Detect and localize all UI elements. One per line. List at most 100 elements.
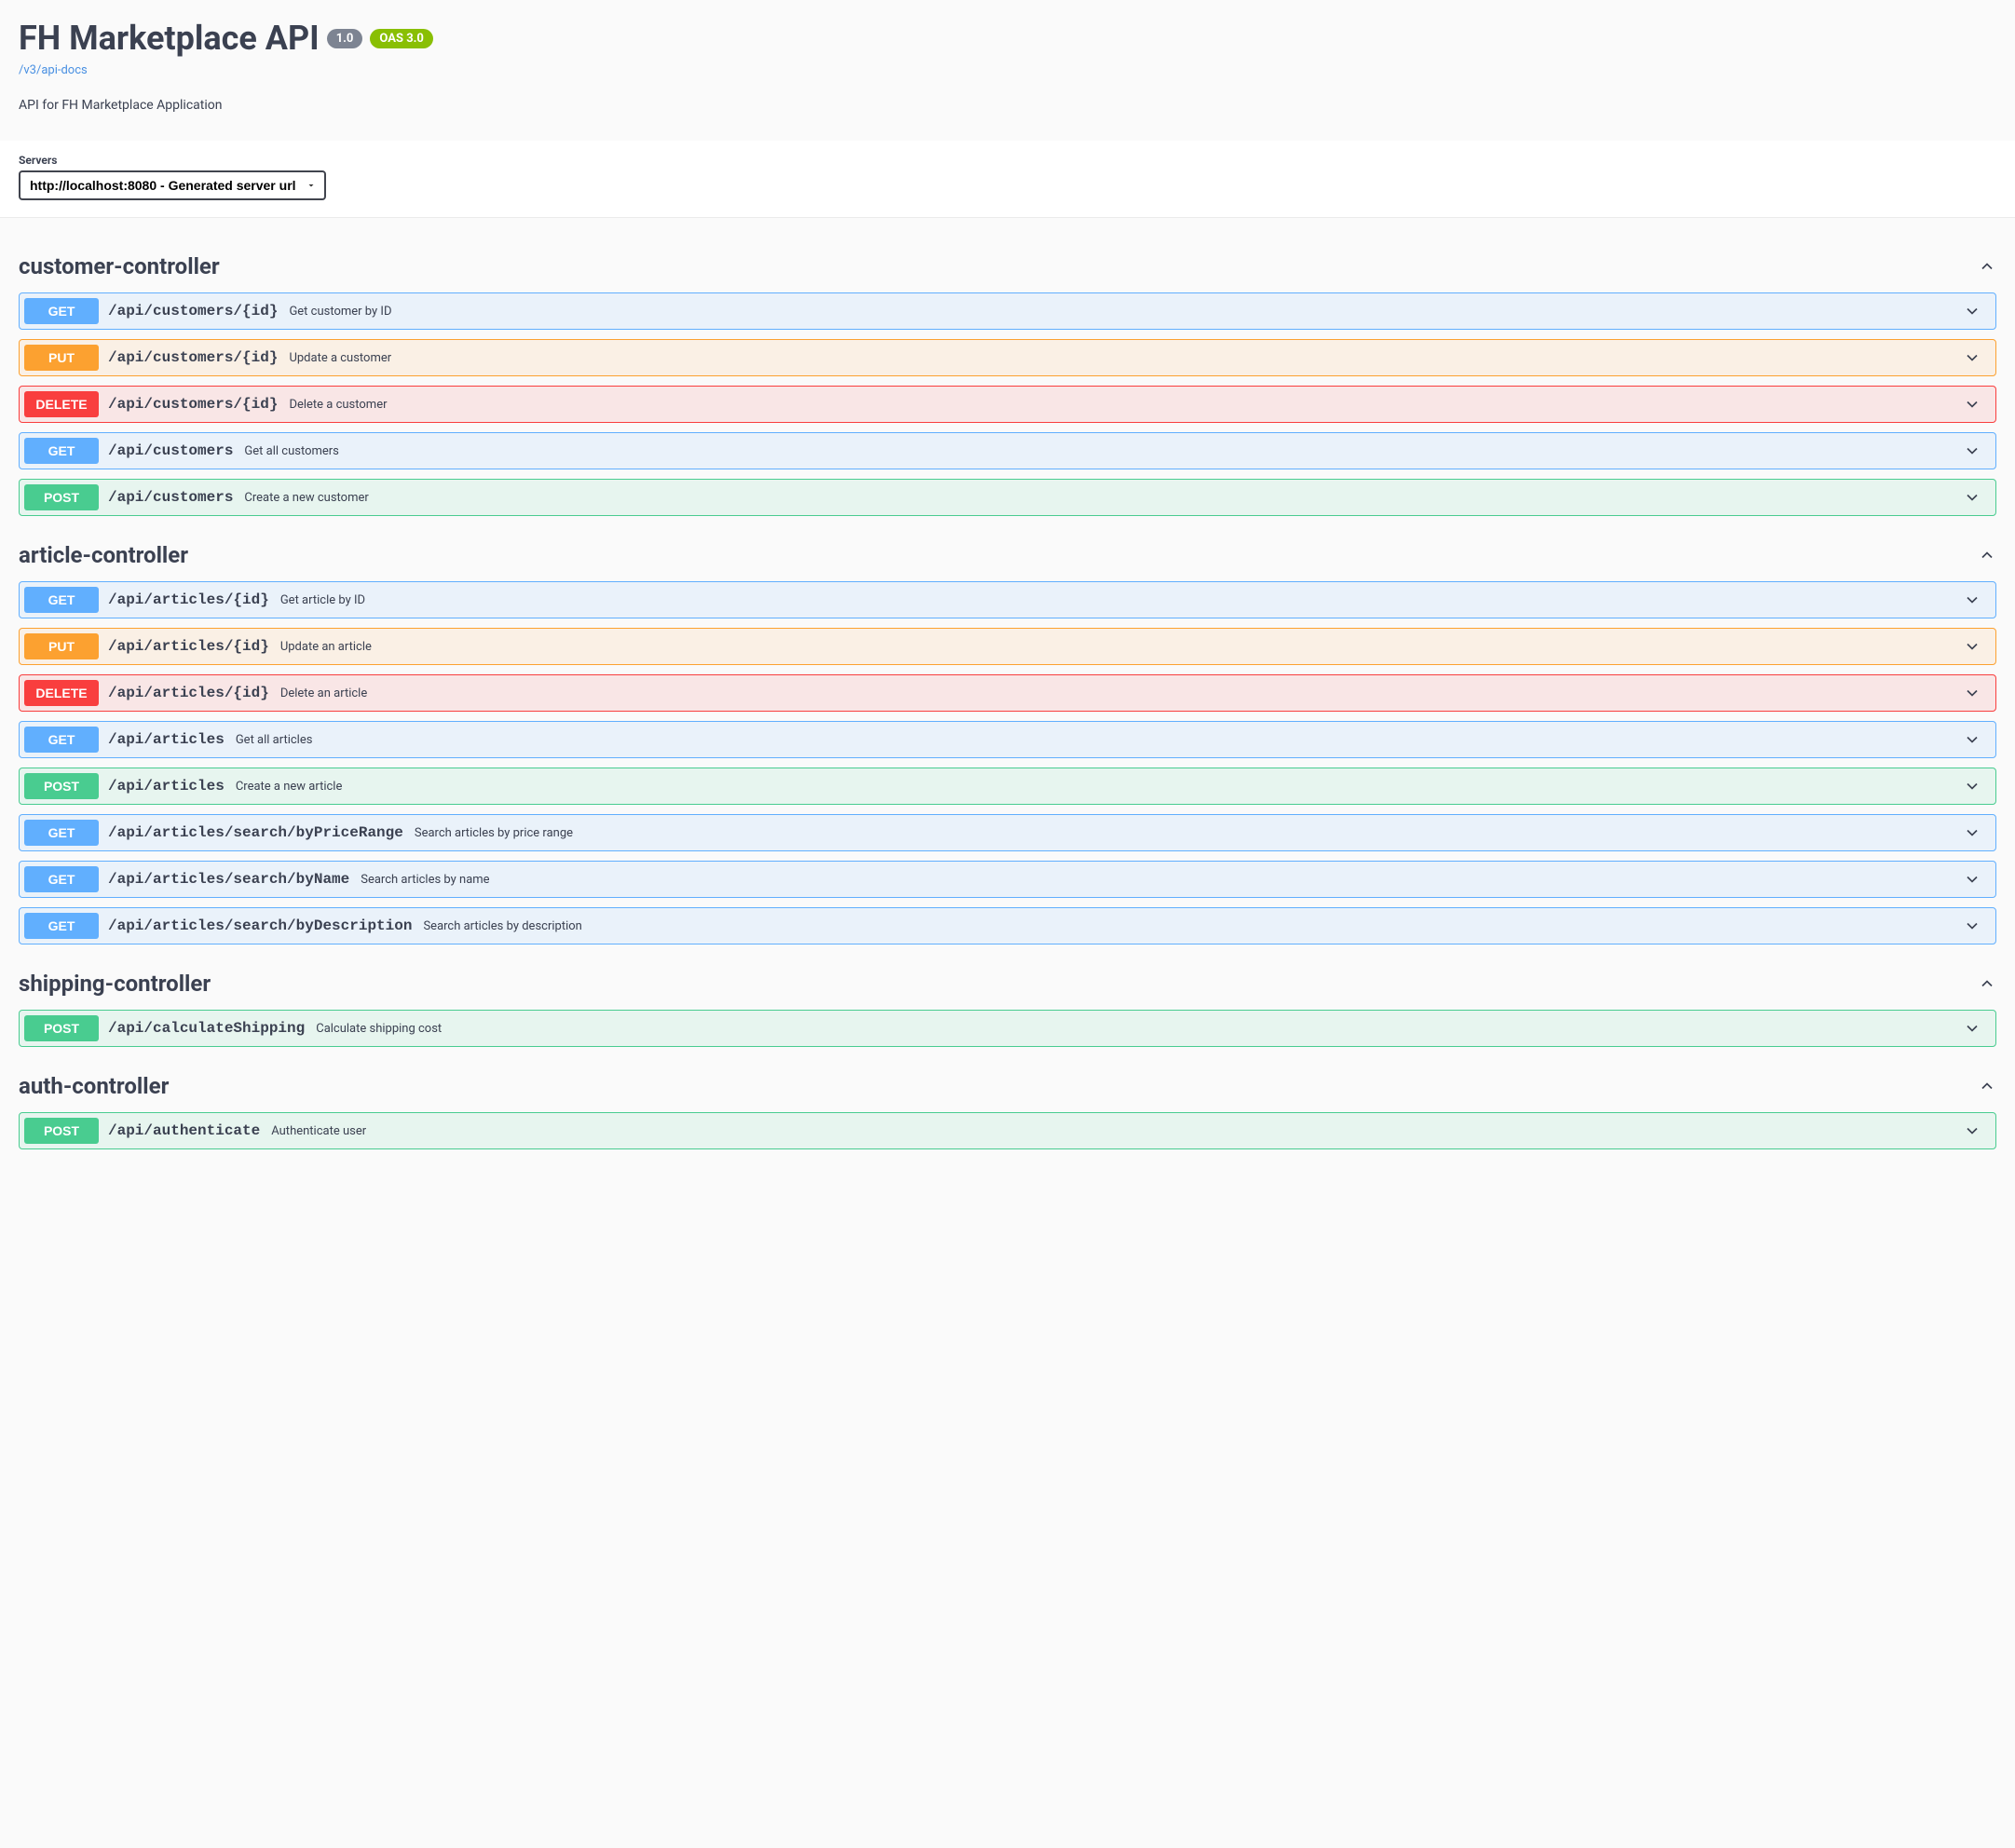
operation-row[interactable]: GET/api/articles/search/byName Search art… (19, 861, 1996, 898)
operation-summary: Update a customer (289, 351, 1963, 365)
operations-list: POST/api/authenticate Authenticate user (19, 1112, 1996, 1149)
tag-name: auth-controller (19, 1073, 169, 1099)
version-badge: 1.0 (327, 29, 363, 48)
operation-summary: Search articles by name (361, 873, 1963, 887)
operation-path: /api/articles/search/byName (108, 871, 349, 888)
operation-row[interactable]: GET/api/articles/search/byPriceRangeSear… (19, 814, 1996, 851)
api-title: FH Marketplace API (19, 19, 320, 58)
chevron-down-icon (1963, 730, 1981, 749)
operation-path: /api/articles/{id} (108, 591, 269, 608)
operation-row[interactable]: POST/api/articles Create a new article (19, 768, 1996, 805)
method-badge: POST (24, 1015, 99, 1041)
chevron-down-icon (1963, 442, 1981, 460)
operation-row[interactable]: POST/api/customersCreate a new customer (19, 479, 1996, 516)
tag-section: auth-controller POST/api/authenticate Auth… (19, 1069, 1996, 1149)
chevron-down-icon (1963, 777, 1981, 795)
operation-path: /api/customers/{id} (108, 303, 278, 319)
tag-header[interactable]: customer-controller (19, 250, 1996, 283)
operation-path: /api/articles (108, 731, 225, 748)
chevron-down-icon (1963, 348, 1981, 367)
chevron-down-icon (1963, 302, 1981, 320)
operation-summary: Delete a customer (289, 398, 1963, 412)
chevron-down-icon (1963, 637, 1981, 656)
tag-header[interactable]: article-controller (19, 538, 1996, 572)
chevron-down-icon (1963, 591, 1981, 609)
tag-section: shipping-controller POST/api/calculateShi… (19, 967, 1996, 1047)
operation-summary: Update an article (280, 640, 1963, 654)
chevron-down-icon (1963, 917, 1981, 935)
server-select[interactable]: http://localhost:8080 - Generated server… (19, 170, 326, 200)
operation-row[interactable]: GET/api/customers Get all customers (19, 432, 1996, 469)
tag-header[interactable]: shipping-controller (19, 967, 1996, 1000)
operations-list: GET/api/customers/{id} Get customer by ID… (19, 292, 1996, 516)
tag-name: shipping-controller (19, 971, 211, 997)
operation-summary: Get customer by ID (289, 305, 1963, 319)
servers-label: Servers (19, 154, 1996, 167)
operations-content: customer-controller GET/api/customers/{id… (0, 218, 2015, 1196)
method-badge: GET (24, 820, 99, 846)
method-badge: GET (24, 866, 99, 892)
method-badge: GET (24, 438, 99, 464)
method-badge: POST (24, 1118, 99, 1144)
operation-path: /api/customers (108, 442, 233, 459)
method-badge: PUT (24, 633, 99, 659)
operation-summary: Search articles by description (423, 919, 1963, 933)
operation-summary: Get all articles (236, 733, 1963, 747)
operation-row[interactable]: DELETE/api/customers/{id} Delete a custom… (19, 386, 1996, 423)
chevron-down-icon (1963, 823, 1981, 842)
operation-row[interactable]: GET/api/articles/search/byDescription Sea… (19, 907, 1996, 944)
tag-name: article-controller (19, 542, 188, 568)
method-badge: POST (24, 773, 99, 799)
chevron-up-icon (1978, 546, 1996, 564)
chevron-up-icon (1978, 1077, 1996, 1095)
chevron-down-icon (1963, 870, 1981, 889)
chevron-down-icon (1963, 1121, 1981, 1140)
operation-summary: Get article by ID (280, 593, 1963, 607)
operations-list: GET/api/articles/{id} Get article by ID PU… (19, 581, 1996, 944)
operation-row[interactable]: GET/api/articles Get all articles (19, 721, 1996, 758)
api-docs-link[interactable]: /v3/api-docs (19, 63, 88, 77)
method-badge: GET (24, 727, 99, 753)
method-badge: GET (24, 298, 99, 324)
tag-section: customer-controller GET/api/customers/{id… (19, 250, 1996, 516)
operation-row[interactable]: DELETE/api/articles/{id} Delete an articl… (19, 674, 1996, 712)
tag-name: customer-controller (19, 253, 220, 279)
operation-path: /api/articles/search/byDescription (108, 917, 412, 934)
tag-header[interactable]: auth-controller (19, 1069, 1996, 1103)
chevron-up-icon (1978, 257, 1996, 276)
method-badge: PUT (24, 345, 99, 371)
operation-row[interactable]: POST/api/calculateShipping Calculate ship… (19, 1010, 1996, 1047)
method-badge: DELETE (24, 680, 99, 706)
api-description: API for FH Marketplace Application (19, 98, 1996, 113)
operation-path: /api/articles (108, 778, 225, 795)
operation-path: /api/articles/{id} (108, 638, 269, 655)
operation-row[interactable]: GET/api/articles/{id} Get article by ID (19, 581, 1996, 618)
method-badge: GET (24, 587, 99, 613)
chevron-down-icon (1963, 1019, 1981, 1038)
chevron-down-icon (1963, 684, 1981, 702)
operation-summary: Create a new article (236, 780, 1963, 794)
operation-summary: Search articles by price range (415, 826, 1963, 840)
api-header: FH Marketplace API 1.0 OAS 3.0 /v3/api-d… (0, 0, 2015, 141)
operation-path: /api/customers/{id} (108, 349, 278, 366)
operation-summary: Create a new customer (244, 491, 1963, 505)
operation-path: /api/customers/{id} (108, 396, 278, 413)
operations-list: POST/api/calculateShipping Calculate ship… (19, 1010, 1996, 1047)
method-badge: DELETE (24, 391, 99, 417)
tag-section: article-controllerGET/api/articles/{id}G… (19, 538, 1996, 944)
operation-row[interactable]: POST/api/authenticate Authenticate user (19, 1112, 1996, 1149)
servers-section: Servers http://localhost:8080 - Generate… (0, 141, 2015, 218)
operation-summary: Get all customers (244, 444, 1963, 458)
method-badge: GET (24, 913, 99, 939)
operation-summary: Authenticate user (271, 1124, 1963, 1138)
oas-badge: OAS 3.0 (370, 29, 433, 48)
operation-row[interactable]: GET/api/customers/{id} Get customer by ID (19, 292, 1996, 330)
chevron-down-icon (1963, 488, 1981, 507)
operation-path: /api/articles/{id} (108, 685, 269, 701)
operation-summary: Calculate shipping cost (316, 1022, 1963, 1036)
operation-path: /api/authenticate (108, 1122, 260, 1139)
operation-summary: Delete an article (280, 686, 1963, 700)
operation-row[interactable]: PUT/api/articles/{id} Update an article (19, 628, 1996, 665)
operation-path: /api/calculateShipping (108, 1020, 305, 1037)
operation-row[interactable]: PUT/api/customers/{id} Update a customer (19, 339, 1996, 376)
